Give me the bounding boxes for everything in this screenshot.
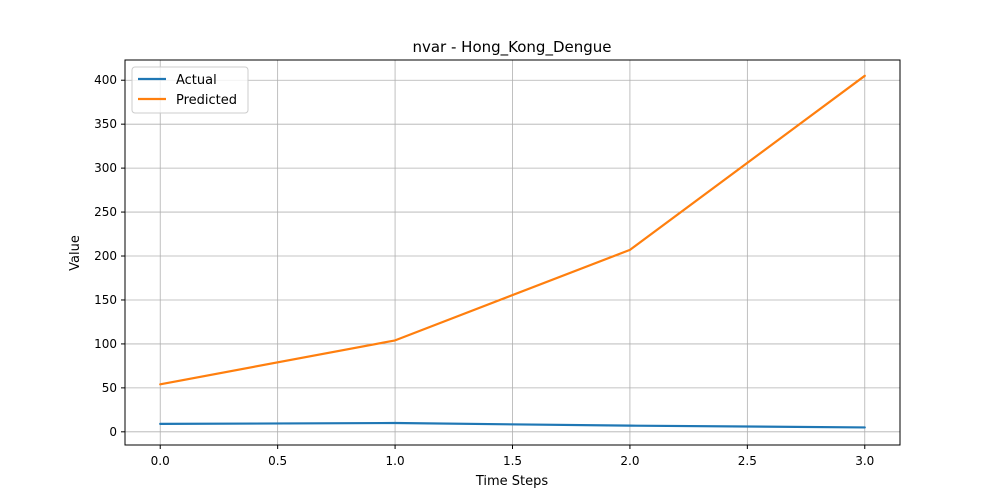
x-tick-label: 3.0 [855,454,874,468]
y-tick-label: 50 [102,381,117,395]
x-tick-label: 2.0 [620,454,639,468]
legend-label-predicted: Predicted [176,93,237,108]
y-tick-label: 400 [94,73,117,87]
x-axis-label: Time Steps [475,474,549,489]
series-lines [159,74,866,429]
axis-ticks: 0.0 0.5 1.0 1.5 2.0 2.5 3.0 0 50 100 150 200 250 300 3… [94,73,874,468]
legend: Actual Predicted [131,66,249,114]
x-tick-label: 1.0 [386,454,405,468]
y-tick-label: 350 [94,117,117,131]
series-line-predicted [159,74,866,386]
y-tick-label: 250 [94,205,117,219]
y-tick-label: 100 [94,337,117,351]
grid [125,60,900,445]
y-axis-label: Value [68,235,83,271]
y-tick-label: 200 [94,249,117,263]
x-tick-label: 0.0 [151,454,170,468]
x-tick-label: 0.5 [268,454,287,468]
legend-label-actual: Actual [176,73,217,88]
chart-title: nvar - Hong_Kong_Dengue [412,38,611,57]
x-tick-label: 1.5 [503,454,522,468]
x-tick-label: 2.5 [738,454,757,468]
series-line-actual [159,421,866,429]
y-tick-label: 300 [94,161,117,175]
y-tick-label: 150 [94,293,117,307]
y-tick-label: 0 [109,425,117,439]
